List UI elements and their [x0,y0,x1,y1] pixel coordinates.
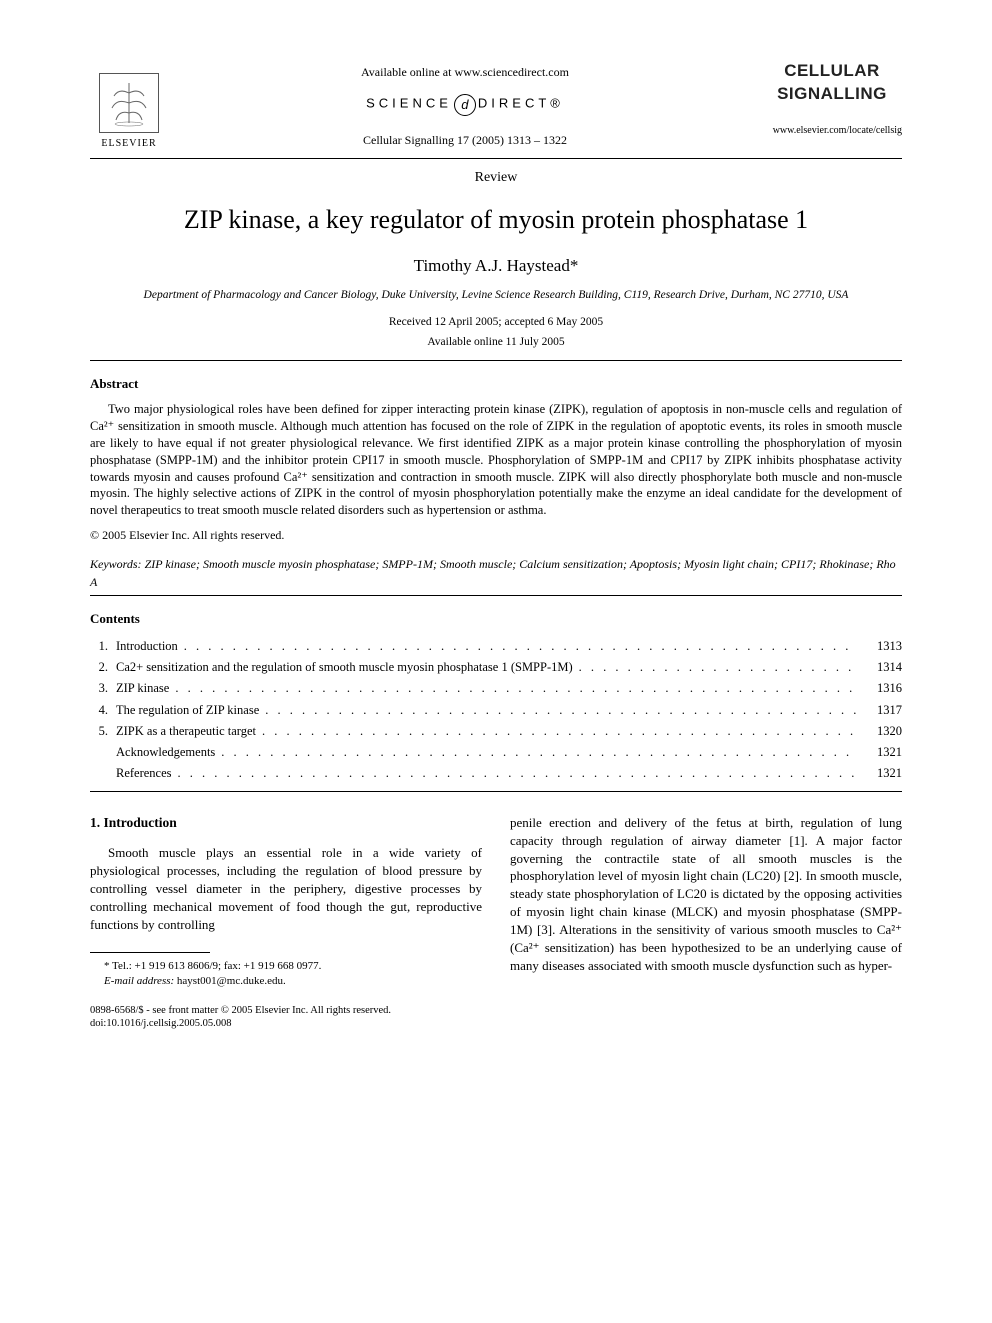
toc-page: 1314 [858,657,902,678]
keywords-label: Keywords: [90,557,142,571]
abstract-copyright: © 2005 Elsevier Inc. All rights reserved… [90,527,902,543]
toc-page: 1320 [858,721,902,742]
toc-title: ZIPK as a therapeutic target [116,721,256,742]
footer-meta: 0898-6568/$ - see front matter © 2005 El… [90,1004,482,1031]
toc-dots: . . . . . . . . . . . . . . . . . . . . … [573,657,858,678]
sciencedirect-at-icon: d [452,94,478,114]
journal-reference: Cellular Signalling 17 (2005) 1313 – 132… [168,132,762,148]
toc-title: Ca2+ sensitization and the regulation of… [116,657,573,678]
journal-url: www.elsevier.com/locate/cellsig [762,124,902,138]
toc-page: 1317 [858,700,902,721]
toc-row[interactable]: 5.ZIPK as a therapeutic target. . . . . … [90,721,902,742]
toc-title: ZIP kinase [116,678,169,699]
journal-title-line2: SIGNALLING [762,83,902,106]
toc-row[interactable]: 1.Introduction. . . . . . . . . . . . . … [90,636,902,657]
article-title: ZIP kinase, a key regulator of myosin pr… [90,202,902,237]
body-col-left: 1. Introduction Smooth muscle plays an e… [90,814,482,1031]
article-author: Timothy A.J. Haystead* [90,255,902,278]
abstract-text: Two major physiological roles have been … [90,401,902,519]
toc-row[interactable]: References. . . . . . . . . . . . . . . … [90,763,902,784]
toc-dots: . . . . . . . . . . . . . . . . . . . . … [256,721,858,742]
toc-number: 4. [90,700,116,721]
toc-dots: . . . . . . . . . . . . . . . . . . . . … [178,636,858,657]
toc-page: 1313 [858,636,902,657]
abstract-body: Two major physiological roles have been … [90,402,902,517]
footnote-email: E-mail address: hayst001@mc.duke.edu. [90,974,482,989]
elsevier-tree-icon [99,73,159,133]
keywords-text: ZIP kinase; Smooth muscle myosin phospha… [90,557,896,589]
available-online-text: Available online at www.sciencedirect.co… [168,64,762,80]
divider-top [90,158,902,159]
divider-after-dates [90,360,902,361]
toc-title: The regulation of ZIP kinase [116,700,259,721]
article-affiliation: Department of Pharmacology and Cancer Bi… [90,288,902,304]
toc-row[interactable]: Acknowledgements. . . . . . . . . . . . … [90,742,902,763]
toc-dots: . . . . . . . . . . . . . . . . . . . . … [259,700,858,721]
sciencedirect-logo: SCIENCEdDIRECT® [168,92,762,116]
divider-after-keywords [90,595,902,596]
toc-page: 1321 [858,763,902,784]
elsevier-logo: ELSEVIER [90,60,168,150]
toc-dots: . . . . . . . . . . . . . . . . . . . . … [169,678,858,699]
toc-number: 5. [90,721,116,742]
keywords-block: Keywords: ZIP kinase; Smooth muscle myos… [90,555,902,591]
journal-title-box: CELLULAR SIGNALLING [762,60,902,106]
toc-title: Introduction [116,636,178,657]
sciencedirect-right: DIRECT® [478,96,564,111]
toc-row[interactable]: 3.ZIP kinase. . . . . . . . . . . . . . … [90,678,902,699]
page-header: ELSEVIER Available online at www.science… [90,60,902,150]
contents-list: 1.Introduction. . . . . . . . . . . . . … [90,636,902,785]
toc-dots: . . . . . . . . . . . . . . . . . . . . … [215,742,858,763]
footer-doi: doi:10.1016/j.cellsig.2005.05.008 [90,1017,482,1031]
article-type: Review [90,169,902,188]
footer-front-matter: 0898-6568/$ - see front matter © 2005 El… [90,1004,482,1018]
toc-page: 1316 [858,678,902,699]
article-received-date: Received 12 April 2005; accepted 6 May 2… [90,315,902,331]
footnotes: * Tel.: +1 919 613 8606/9; fax: +1 919 6… [90,959,482,990]
divider-after-contents [90,791,902,792]
header-center: Available online at www.sciencedirect.co… [168,60,762,149]
toc-number [90,763,116,784]
footnote-tel: * Tel.: +1 919 613 8606/9; fax: +1 919 6… [90,959,482,974]
body-col-right: penile erection and delivery of the fetu… [510,814,902,1031]
abstract-heading: Abstract [90,375,902,393]
sciencedirect-left: SCIENCE [366,96,452,111]
intro-col2-text: penile erection and delivery of the fetu… [510,814,902,975]
toc-title: References [116,763,172,784]
footnote-divider [90,952,210,953]
toc-row[interactable]: 4.The regulation of ZIP kinase. . . . . … [90,700,902,721]
journal-title-line1: CELLULAR [762,60,902,83]
toc-title: Acknowledgements [116,742,215,763]
body-columns: 1. Introduction Smooth muscle plays an e… [90,814,902,1031]
toc-row[interactable]: 2.Ca2+ sensitization and the regulation … [90,657,902,678]
contents-heading: Contents [90,610,902,628]
toc-number: 1. [90,636,116,657]
toc-dots: . . . . . . . . . . . . . . . . . . . . … [172,763,858,784]
toc-number: 3. [90,678,116,699]
toc-number [90,742,116,763]
journal-logo-block: CELLULAR SIGNALLING www.elsevier.com/loc… [762,60,902,137]
intro-col1-text: Smooth muscle plays an essential role in… [90,844,482,934]
intro-heading: 1. Introduction [90,814,482,833]
toc-page: 1321 [858,742,902,763]
toc-number: 2. [90,657,116,678]
article-available-date: Available online 11 July 2005 [90,335,902,351]
elsevier-label: ELSEVIER [101,137,156,151]
